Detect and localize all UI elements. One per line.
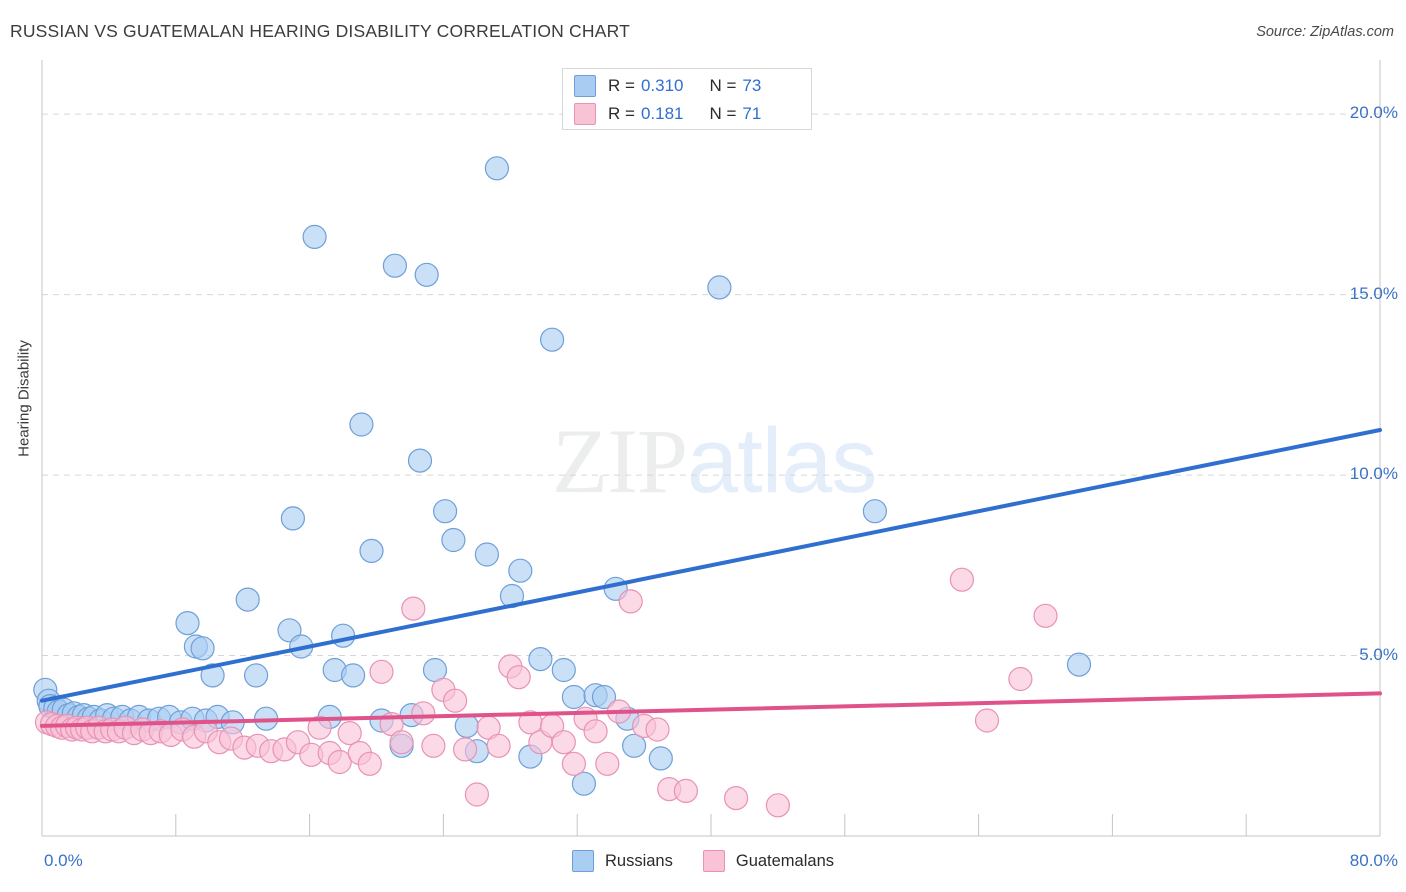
n-value-russians: 73 <box>742 76 762 95</box>
y-tick-label-20: 20.0% <box>1349 103 1398 123</box>
n-label-guatemalans: N = <box>709 104 737 123</box>
r-value-russians: 0.310 <box>640 76 684 95</box>
y-tick-label-5: 5.0% <box>1359 644 1398 664</box>
x-axis-min-label: 0.0% <box>44 851 83 870</box>
legend-swatch-guatemalans-icon <box>702 850 725 872</box>
stat-row-guatemalans: R = 0.181 N = 71 <box>574 100 811 128</box>
r-label-russians: R = <box>608 76 635 95</box>
n-value-guatemalans: 71 <box>742 104 762 123</box>
legend-label-russians: Russians <box>604 851 673 870</box>
correlation-stats-box: R = 0.310 N = 73 R = 0.181 N = 71 <box>562 68 812 130</box>
stat-row-russians: R = 0.310 N = 73 <box>574 72 811 100</box>
y-tick-label-15: 15.0% <box>1349 283 1398 303</box>
legend-item-russians[interactable]: Russians <box>571 850 673 872</box>
chart-legend: Russians Guatemalans <box>0 850 1406 872</box>
swatch-russians-icon <box>574 75 596 97</box>
r-value-guatemalans: 0.181 <box>640 104 684 123</box>
legend-swatch-russians-icon <box>571 850 594 872</box>
y-tick-label-10: 10.0% <box>1349 464 1398 484</box>
r-label-guatemalans: R = <box>608 104 635 123</box>
swatch-guatemalans-icon <box>574 103 596 125</box>
legend-label-guatemalans: Guatemalans <box>735 851 834 870</box>
x-axis-max-label: 80.0% <box>1349 851 1398 870</box>
page-title: RUSSIAN VS GUATEMALAN HEARING DISABILITY… <box>10 21 631 41</box>
source-label: Source: ZipAtlas.com <box>1256 24 1394 40</box>
n-label-russians: N = <box>709 76 737 95</box>
legend-item-guatemalans[interactable]: Guatemalans <box>702 850 834 872</box>
